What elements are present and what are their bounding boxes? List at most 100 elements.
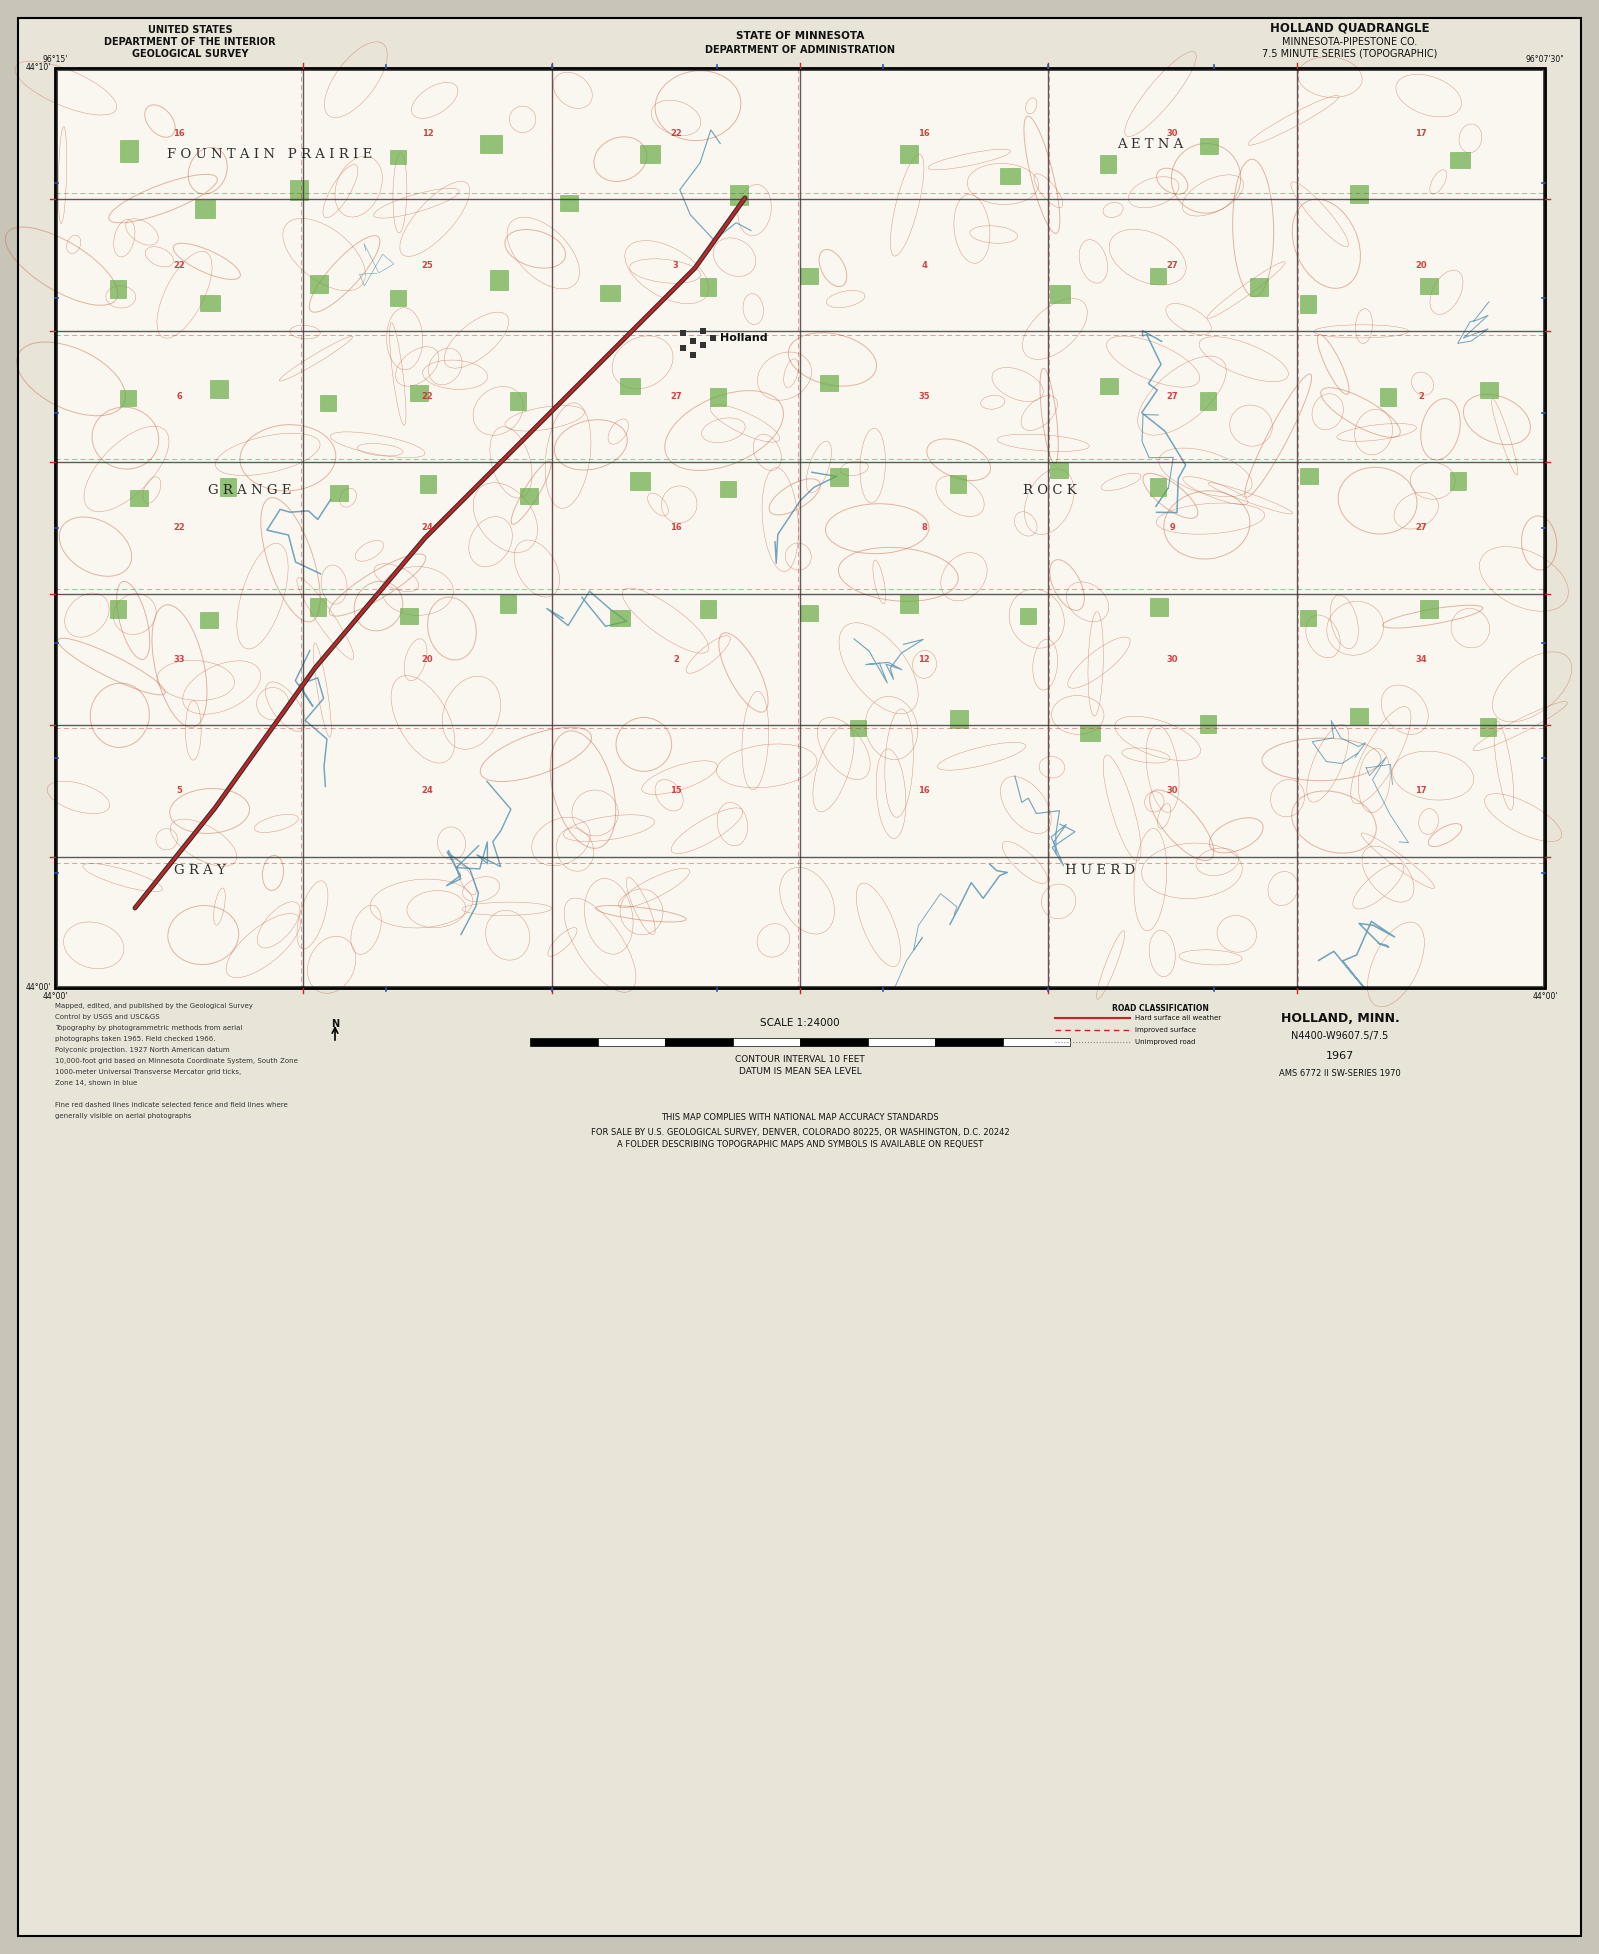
Bar [820, 375, 838, 391]
Text: photographs taken 1965. Field checked 1966.: photographs taken 1965. Field checked 19… [54, 1036, 216, 1041]
Text: 44°00': 44°00' [26, 983, 51, 993]
Text: HOLLAND, MINN.: HOLLAND, MINN. [1281, 1012, 1399, 1024]
Bar [58, 70, 1543, 987]
Text: G R A Y: G R A Y [174, 864, 225, 877]
Bar [120, 141, 138, 162]
Text: DEPARTMENT OF ADMINISTRATION: DEPARTMENT OF ADMINISTRATION [705, 45, 895, 55]
Text: 16: 16 [918, 786, 931, 795]
Bar [710, 334, 716, 342]
Text: Holland: Holland [720, 332, 768, 344]
Bar [221, 479, 237, 496]
Bar [489, 270, 508, 289]
Text: Polyconic projection. 1927 North American datum: Polyconic projection. 1927 North America… [54, 1047, 230, 1053]
Bar [390, 150, 406, 164]
Text: 16: 16 [173, 129, 185, 139]
Text: 44°00': 44°00' [42, 993, 67, 1000]
Bar [329, 485, 349, 500]
Text: Hard surface all weather: Hard surface all weather [1135, 1014, 1222, 1022]
Bar [700, 342, 707, 348]
Text: 2: 2 [673, 655, 678, 664]
Bar [1003, 1038, 1070, 1045]
Bar [620, 377, 640, 395]
Bar [720, 481, 736, 496]
Text: 34: 34 [1415, 655, 1426, 664]
Text: 12: 12 [918, 655, 931, 664]
Text: 96°07'30": 96°07'30" [1525, 55, 1564, 64]
Text: 22: 22 [670, 129, 681, 139]
Bar [680, 346, 686, 352]
Bar [54, 68, 1545, 989]
Text: A FOLDER DESCRIBING TOPOGRAPHIC MAPS AND SYMBOLS IS AVAILABLE ON REQUEST: A FOLDER DESCRIBING TOPOGRAPHIC MAPS AND… [617, 1141, 983, 1149]
Bar [209, 379, 229, 399]
Text: generally visible on aerial photographs: generally visible on aerial photographs [54, 1114, 192, 1120]
Bar [999, 168, 1020, 184]
Text: 8: 8 [921, 524, 927, 533]
Bar [520, 488, 537, 504]
Text: 9: 9 [1169, 524, 1175, 533]
Bar [800, 268, 819, 283]
Text: 30: 30 [1167, 129, 1178, 139]
Bar [640, 145, 660, 162]
Bar [500, 596, 516, 614]
Bar [691, 352, 696, 358]
Text: Improved surface: Improved surface [1135, 1028, 1196, 1034]
Bar [710, 389, 726, 406]
Text: N4400-W9607.5/7.5: N4400-W9607.5/7.5 [1292, 1032, 1388, 1041]
Bar [310, 598, 326, 616]
Text: HOLLAND QUADRANGLE: HOLLAND QUADRANGLE [1270, 21, 1430, 35]
Bar [900, 145, 918, 162]
Bar [1300, 469, 1318, 485]
Bar [421, 475, 437, 492]
Text: 27: 27 [670, 393, 681, 401]
Bar [732, 1038, 800, 1045]
Bar [54, 68, 1545, 989]
Bar [409, 385, 429, 401]
Bar [630, 473, 651, 490]
Bar [700, 328, 707, 334]
Text: 17: 17 [1415, 129, 1426, 139]
Bar [1250, 277, 1268, 295]
Text: SCALE 1:24000: SCALE 1:24000 [760, 1018, 839, 1028]
Text: 22: 22 [173, 524, 185, 533]
Bar [1420, 277, 1438, 293]
Text: 27: 27 [1167, 393, 1178, 401]
Bar [1420, 600, 1438, 617]
Text: 5: 5 [176, 786, 182, 795]
Text: 35: 35 [918, 393, 931, 401]
Bar [320, 395, 336, 410]
Bar [1450, 152, 1469, 168]
Text: 22: 22 [422, 393, 433, 401]
Text: 27: 27 [1415, 524, 1426, 533]
Text: ROAD CLASSIFICATION: ROAD CLASSIFICATION [1111, 1004, 1209, 1012]
Bar [700, 277, 716, 295]
Bar [1020, 608, 1036, 623]
Text: Fine red dashed lines indicate selected fence and field lines where: Fine red dashed lines indicate selected … [54, 1102, 288, 1108]
Bar [1079, 725, 1100, 741]
Text: MINNESOTA-PIPESTONE CO.: MINNESOTA-PIPESTONE CO. [1282, 37, 1418, 47]
Bar [310, 276, 328, 293]
Text: Control by USGS and USC&GS: Control by USGS and USC&GS [54, 1014, 160, 1020]
Bar [851, 719, 867, 737]
Text: 16: 16 [918, 129, 931, 139]
Bar [1100, 377, 1118, 395]
Bar [1380, 389, 1396, 406]
Text: AMS 6772 II SW-SERIES 1970: AMS 6772 II SW-SERIES 1970 [1279, 1069, 1401, 1077]
Text: CONTOUR INTERVAL 10 FEET: CONTOUR INTERVAL 10 FEET [736, 1055, 865, 1065]
Text: 12: 12 [422, 129, 433, 139]
Text: 96°15': 96°15' [42, 55, 67, 64]
Bar [1481, 717, 1497, 737]
Bar [598, 1038, 665, 1045]
Bar [1051, 461, 1068, 479]
Text: UNITED STATES: UNITED STATES [147, 25, 232, 35]
Bar [680, 330, 686, 336]
Text: Zone 14, shown in blue: Zone 14, shown in blue [54, 1081, 138, 1086]
Text: 44°10': 44°10' [26, 63, 51, 72]
Bar [950, 475, 966, 492]
Text: 3: 3 [673, 260, 678, 270]
Bar [900, 596, 918, 614]
Bar [195, 199, 214, 219]
Text: GEOLOGICAL SURVEY: GEOLOGICAL SURVEY [131, 49, 248, 59]
Bar [665, 1038, 732, 1045]
Text: R O C K: R O C K [1023, 483, 1076, 496]
Bar [560, 195, 577, 211]
